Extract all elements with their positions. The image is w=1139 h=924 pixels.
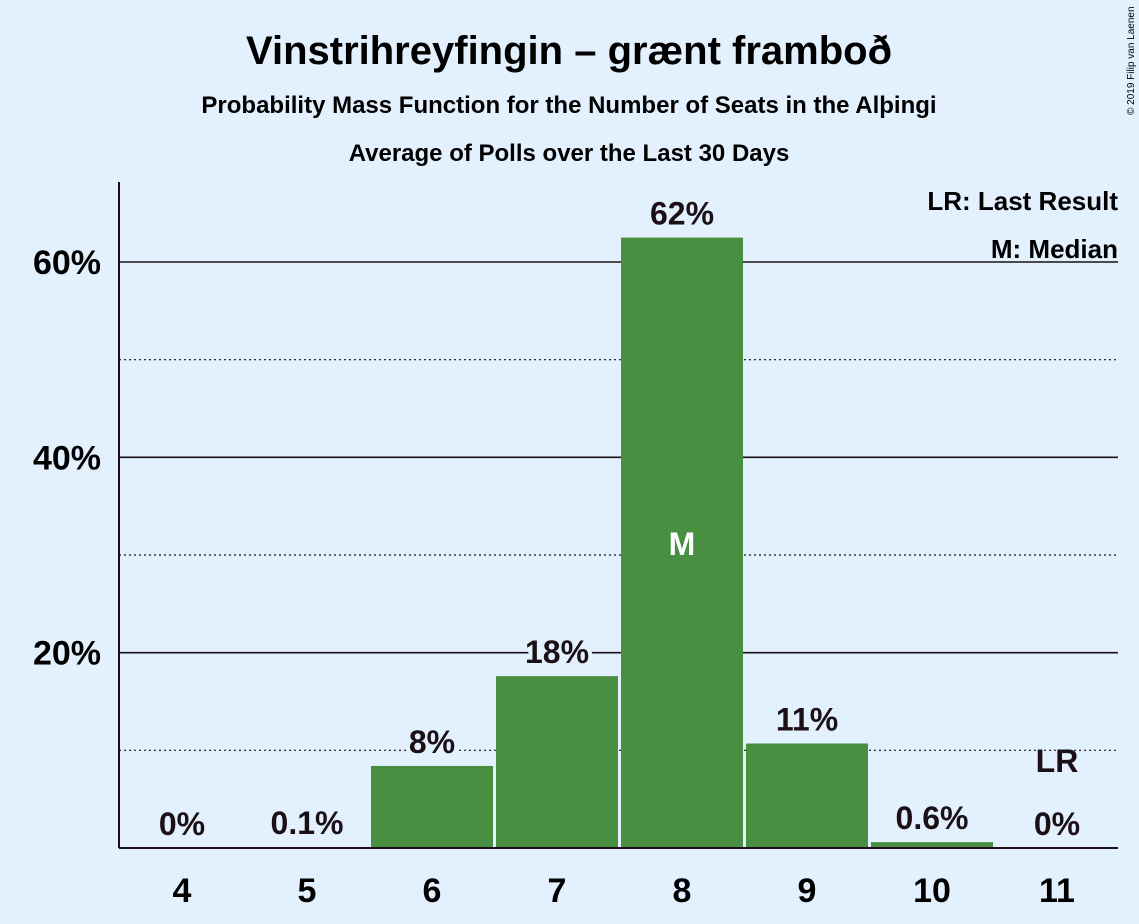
data-labels: 0%0% 0.1%0.1%8%8%18%18%62%62%M11%11%0.6%0… bbox=[155, 192, 1084, 846]
axes: 20% 40% 60% 4 5 6 7 8 9 10 11 bbox=[33, 182, 1118, 910]
x-tick-label: 11 bbox=[1039, 872, 1075, 910]
x-tick-label: 5 bbox=[298, 872, 317, 910]
value-label-halo: 0.6% bbox=[896, 800, 969, 836]
bar-9 bbox=[746, 743, 868, 848]
legend-median: M: Median bbox=[991, 234, 1118, 264]
value-label: 0% bbox=[1034, 806, 1080, 842]
value-label: 8% bbox=[409, 724, 455, 760]
x-tick-label: 7 bbox=[548, 872, 567, 910]
value-label-halo: 62% bbox=[650, 196, 714, 232]
x-tick-label: 4 bbox=[173, 872, 192, 910]
last-result-marker: LR bbox=[1036, 743, 1079, 779]
value-label: 18% bbox=[525, 634, 589, 670]
value-label-halo: 0% bbox=[1034, 806, 1080, 842]
x-tick-label: 10 bbox=[913, 872, 951, 910]
value-label: 11% bbox=[776, 701, 838, 737]
x-tick-label: 8 bbox=[673, 872, 692, 910]
value-label: 0% bbox=[159, 806, 205, 842]
bar-10 bbox=[871, 842, 993, 848]
y-tick-label: 40% bbox=[33, 439, 101, 477]
bar-6 bbox=[371, 765, 493, 848]
value-label-halo: 8% bbox=[409, 724, 455, 760]
chart-title: Vinstrihreyfingin – grænt framboð bbox=[246, 29, 892, 73]
value-label-halo: 0.1% bbox=[271, 805, 344, 841]
value-label: 0.1% bbox=[271, 805, 344, 841]
x-tick-label: 6 bbox=[423, 872, 442, 910]
legend-last-result: LR: Last Result bbox=[927, 186, 1118, 216]
gridlines bbox=[119, 261, 1118, 751]
value-label-halo: 18% bbox=[525, 634, 589, 670]
chart-subtitle-2: Average of Polls over the Last 30 Days bbox=[349, 140, 790, 167]
y-tick-label: 20% bbox=[33, 635, 101, 673]
copyright-credit: © 2019 Filip van Laenen bbox=[1126, 6, 1137, 115]
bar-7 bbox=[496, 676, 618, 848]
value-label: 62% bbox=[650, 196, 714, 232]
value-label-halo: 11% bbox=[776, 701, 838, 737]
x-tick-label: 9 bbox=[798, 872, 817, 910]
bars bbox=[246, 237, 993, 849]
value-label: 0.6% bbox=[896, 800, 969, 836]
y-tick-label: 60% bbox=[33, 244, 101, 282]
chart-subtitle: Probability Mass Function for the Number… bbox=[201, 92, 936, 119]
value-label-halo: 0% bbox=[159, 806, 205, 842]
bar-8 bbox=[621, 237, 743, 849]
median-marker: M bbox=[669, 526, 696, 562]
